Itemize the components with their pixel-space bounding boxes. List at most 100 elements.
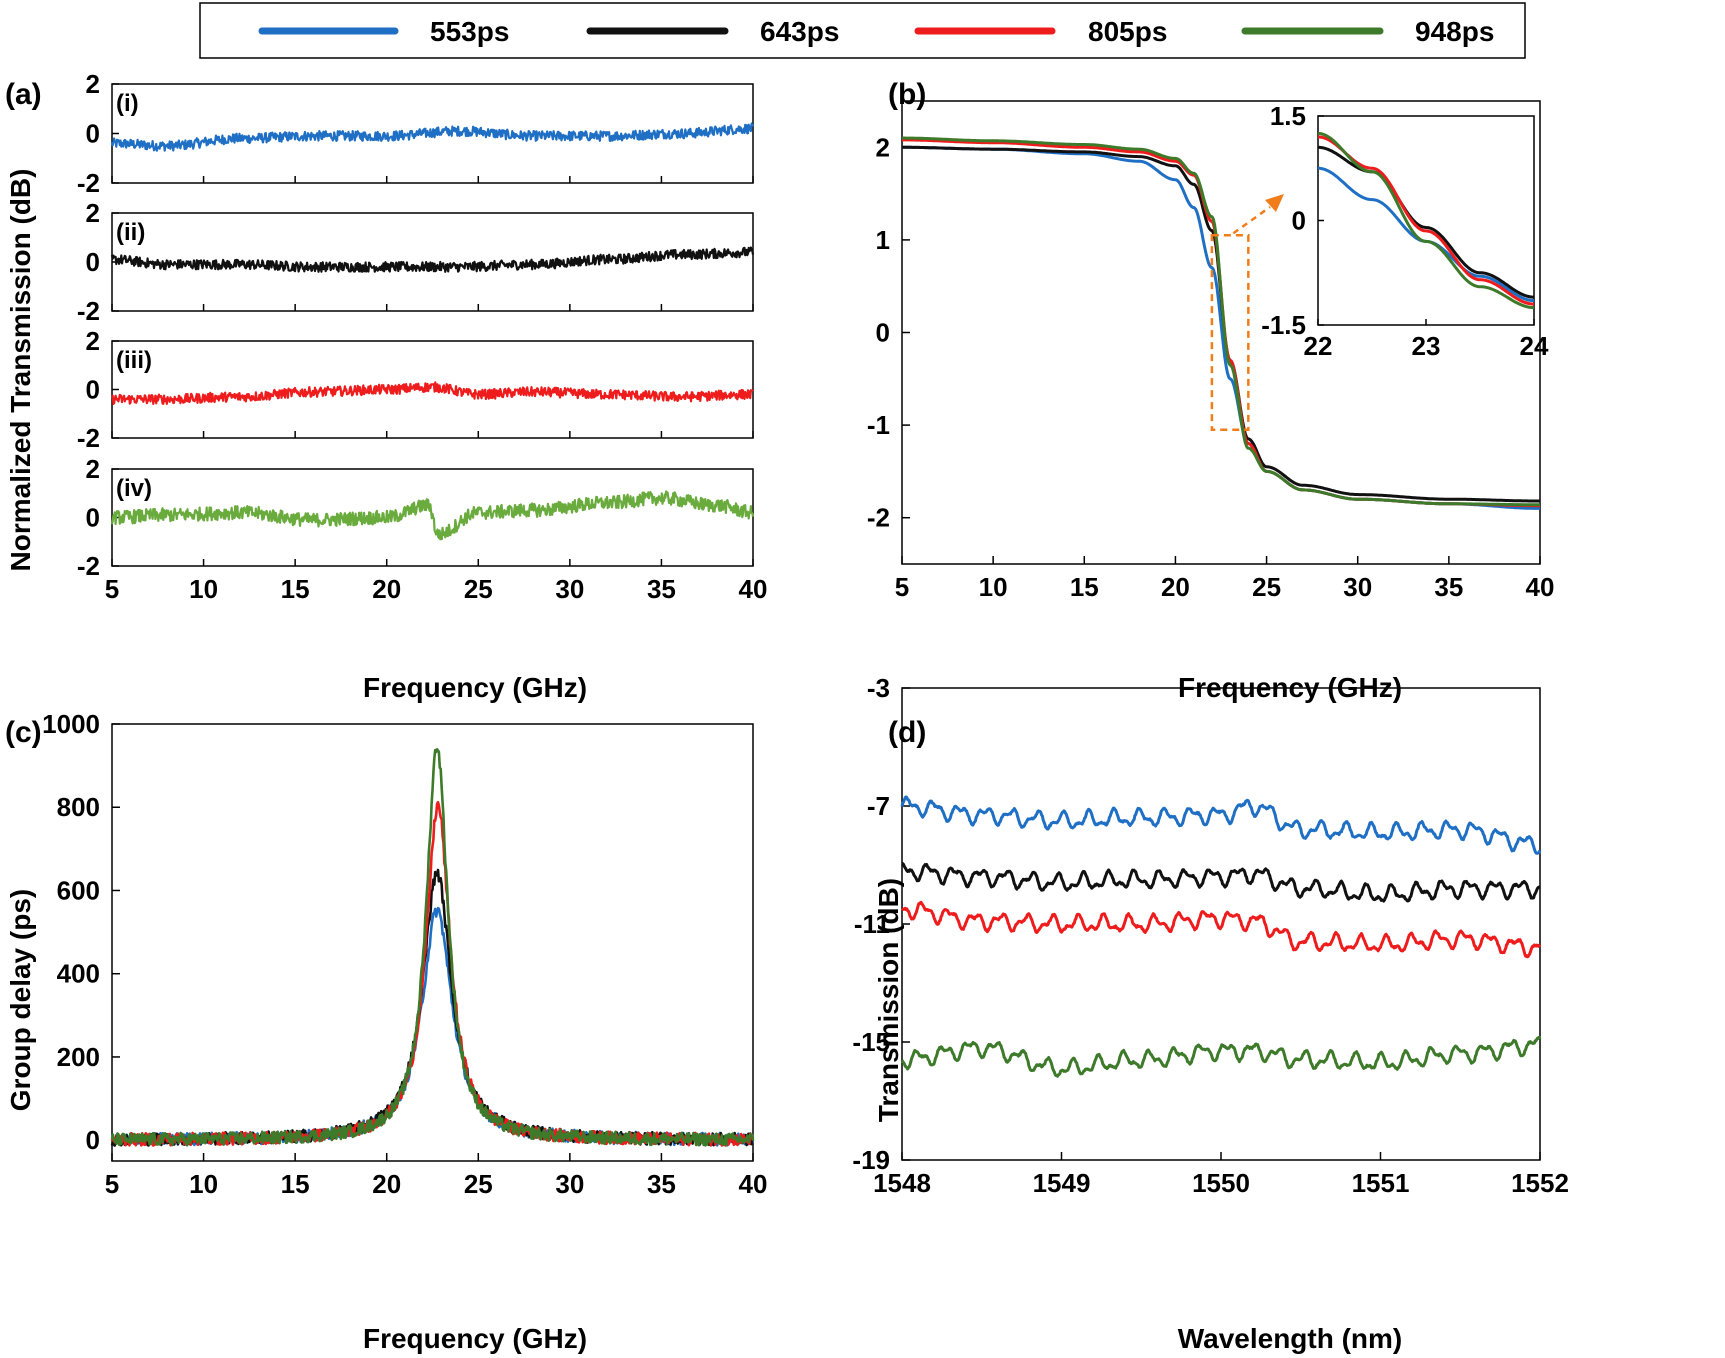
legend-label-643ps: 643ps (760, 16, 839, 47)
panel-c-axes-ytick-label: 200 (57, 1042, 100, 1072)
panel-b-inset-ytick-label: 1.5 (1270, 101, 1306, 131)
panel-d-axes-ytick-label: -15 (852, 1027, 890, 1057)
panel-b-inset-xtick-label: 24 (1520, 331, 1549, 361)
panel-c-axes-xtick-label: 30 (555, 1169, 584, 1199)
panel-b-axes-xtick-label: 35 (1434, 572, 1463, 602)
panel-b-inset-xtick-label: 23 (1412, 331, 1441, 361)
panel-a-subplot-1-ytick-label: -2 (77, 168, 100, 198)
panel-a-subplot-2: 2 0 -2 (ii) (77, 198, 755, 326)
panel-c-axes-xtick-label: 10 (189, 1169, 218, 1199)
panel-b-axes-ytick-label: 2 (876, 132, 890, 162)
series-805ps (110, 800, 755, 1147)
panel-b-axes-ytick-label: 0 (876, 318, 890, 348)
panel-d-axes-ytick-label: -19 (852, 1145, 890, 1175)
panel-b-axes-xtick-label: 10 (979, 572, 1008, 602)
panel-a-subplot-4-ytick-label: -2 (77, 551, 100, 581)
panel-b-axes-xtick-label: 25 (1252, 572, 1281, 602)
panel-a-subplot-1-ytick-label: 2 (86, 69, 100, 99)
zoom-arrow-line (1232, 205, 1271, 235)
panel-b-axes-ytick-label: -1 (867, 410, 890, 440)
panel-b-inset-ytick-label: -1.5 (1261, 310, 1306, 340)
panel-a-subplot-3-ytick-label: -2 (77, 423, 100, 453)
ylabel-a: Normalized Transmission (dB) (5, 169, 36, 572)
panel-a-subplot-label: (iv) (116, 475, 152, 502)
panel-b-axes-xtick-label: 5 (895, 572, 909, 602)
panel-a-subplot-label: (ii) (116, 219, 145, 246)
inset-series-948ps (1317, 131, 1535, 310)
series-643ps (901, 861, 1541, 903)
series-553ps (110, 122, 755, 152)
panel-a-subplot-3-frame (111, 340, 754, 439)
panel-a-subplot-3-ytick-label: 0 (86, 375, 100, 405)
series-553ps (110, 906, 755, 1147)
panel-c-axes-ytick-label: 800 (57, 792, 100, 822)
panel-c-axes: 5 10 15 20 25 30 35 40 1000 800 600 400 200 0 (42, 709, 767, 1199)
legend-label-948ps: 948ps (1415, 16, 1494, 47)
panel-b-inset: 22 23 24 1.5 0 -1.5 (1261, 101, 1549, 361)
panel-d-axes-ytick-label: -11 (854, 909, 890, 939)
series-643ps (110, 868, 755, 1147)
panel-a-subplot-4-xtick-label: 10 (189, 574, 218, 604)
panel-a-subplot-4-xtick-label: 30 (555, 574, 584, 604)
panel-a-subplot-3: 2 0 -2 (iii) (77, 326, 754, 453)
panel-d-axes-xtick-label: 1548 (873, 1168, 931, 1198)
inset-series-643ps (1317, 145, 1534, 299)
xlabel-c: Frequency (GHz) (363, 1323, 587, 1354)
panel-a-subplot-4-ytick-label: 2 (86, 454, 100, 484)
panel-c-axes-xtick-label: 15 (281, 1169, 310, 1199)
legend-label-805ps: 805ps (1088, 16, 1167, 47)
panel-c-axes-ytick-label: 1000 (42, 709, 100, 739)
panel-c-axes-frame (111, 723, 754, 1162)
panel-a-subplot-2-ytick-label: 2 (86, 198, 100, 228)
panel-c-axes-ytick-label: 600 (57, 875, 100, 905)
panel-a-subplot-4-xtick-label: 25 (464, 574, 493, 604)
panel-d-axes-ytick-label: -3 (867, 673, 890, 703)
panel-d-axes-ytick-label: -7 (867, 791, 890, 821)
panel-b-axes-ytick-label: 1 (876, 225, 890, 255)
panel-b-axes-ytick-label: -2 (867, 503, 890, 533)
panel-c-axes-ytick-label: 400 (57, 959, 100, 989)
panel-b-axes-xtick-label: 30 (1343, 572, 1372, 602)
zoom-arrow-head (1265, 194, 1284, 212)
panel-d-axes-xtick-label: 1551 (1352, 1168, 1410, 1198)
panel-label-b: (b) (888, 78, 926, 111)
panel-a-subplot-2-ytick-label: -2 (77, 296, 100, 326)
series-553ps (900, 795, 1542, 855)
panel-a-subplot-2-ytick-label: 0 (86, 247, 100, 277)
panel-d-axes-xtick-label: 1550 (1192, 1168, 1250, 1198)
panel-a-subplot-1: 2 0 -2 (i) (77, 69, 755, 198)
legend: 553ps 643ps 805ps 948ps (199, 2, 1526, 59)
panel-a-subplot-4-xtick-label: 35 (647, 574, 676, 604)
panel-a-subplot-4-xtick-label: 20 (372, 574, 401, 604)
panel-d-axes-xtick-label: 1549 (1033, 1168, 1091, 1198)
panel-a-subplot-4-xtick-label: 15 (281, 574, 310, 604)
panel-b-axes-xtick-label: 40 (1526, 572, 1555, 602)
panel-b-inset-xtick-label: 22 (1304, 331, 1333, 361)
panel-c-axes-xtick-label: 40 (739, 1169, 768, 1199)
series-948ps (900, 1035, 1542, 1078)
panel-a-subplot-4-ytick-label: 0 (86, 503, 100, 533)
panel-b-inset-ytick-label: 0 (1292, 206, 1306, 236)
legend-label-553ps: 553ps (430, 16, 509, 47)
panel-label-d: (d) (888, 716, 926, 749)
series-948ps (110, 748, 755, 1147)
ylabel-d: Transmission (dB) (873, 878, 904, 1122)
series-948ps (110, 490, 755, 541)
panel-c-axes-ytick-label: 0 (86, 1125, 100, 1155)
series-805ps (900, 900, 1542, 959)
series-948ps (901, 136, 1541, 507)
series-805ps (111, 381, 754, 405)
xlabel-d: Wavelength (nm) (1178, 1323, 1403, 1354)
panel-a-subplot-4-xtick-label: 5 (105, 574, 119, 604)
panel-a-subplot-3-ytick-label: 2 (86, 326, 100, 356)
panel-label-a: (a) (5, 78, 42, 111)
panel-c-axes-xtick-label: 5 (105, 1169, 119, 1199)
inset-background (1318, 116, 1534, 325)
panel-a-subplot-1-ytick-label: 0 (86, 119, 100, 149)
panel-c-axes-xtick-label: 20 (372, 1169, 401, 1199)
panel-c-axes-xtick-label: 35 (647, 1169, 676, 1199)
series-643ps (110, 246, 755, 273)
